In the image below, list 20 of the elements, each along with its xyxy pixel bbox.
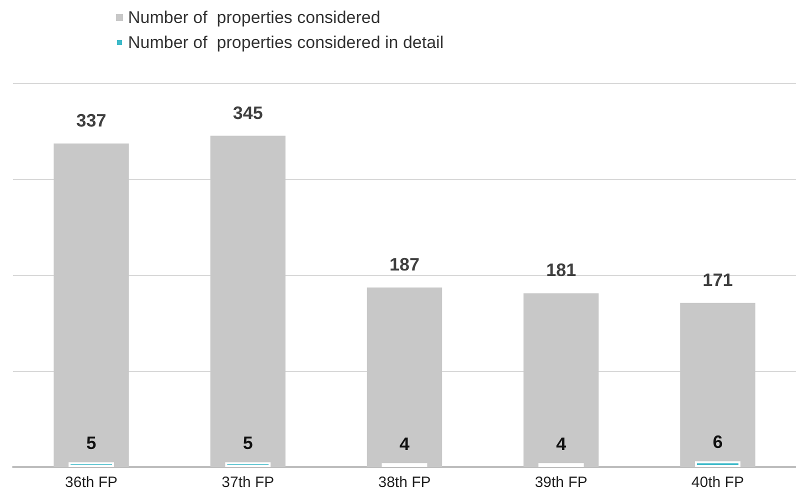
x-tick-label: 39th FP (534, 474, 588, 491)
x-tick-label: 37th FP (222, 474, 274, 491)
data-label: 181 (546, 260, 576, 280)
data-label: 6 (712, 432, 723, 452)
data-label: 4 (399, 434, 410, 454)
legend-label: Number of properties considered in detail (128, 33, 444, 52)
data-label: 5 (86, 433, 96, 454)
data-label: 171 (702, 270, 733, 290)
bar (68, 462, 114, 467)
x-tick-label: 36th FP (65, 474, 118, 491)
data-label: 345 (232, 102, 263, 123)
x-tick-label: 40th FP (691, 474, 744, 491)
legend-label: Number of properties considered (128, 8, 380, 27)
bar (694, 461, 740, 467)
data-label: 337 (76, 110, 106, 130)
data-label: 187 (389, 254, 420, 274)
data-label: 4 (556, 434, 566, 454)
x-tick-label: 38th FP (378, 474, 431, 491)
data-label: 5 (242, 433, 253, 454)
bar (225, 462, 271, 467)
